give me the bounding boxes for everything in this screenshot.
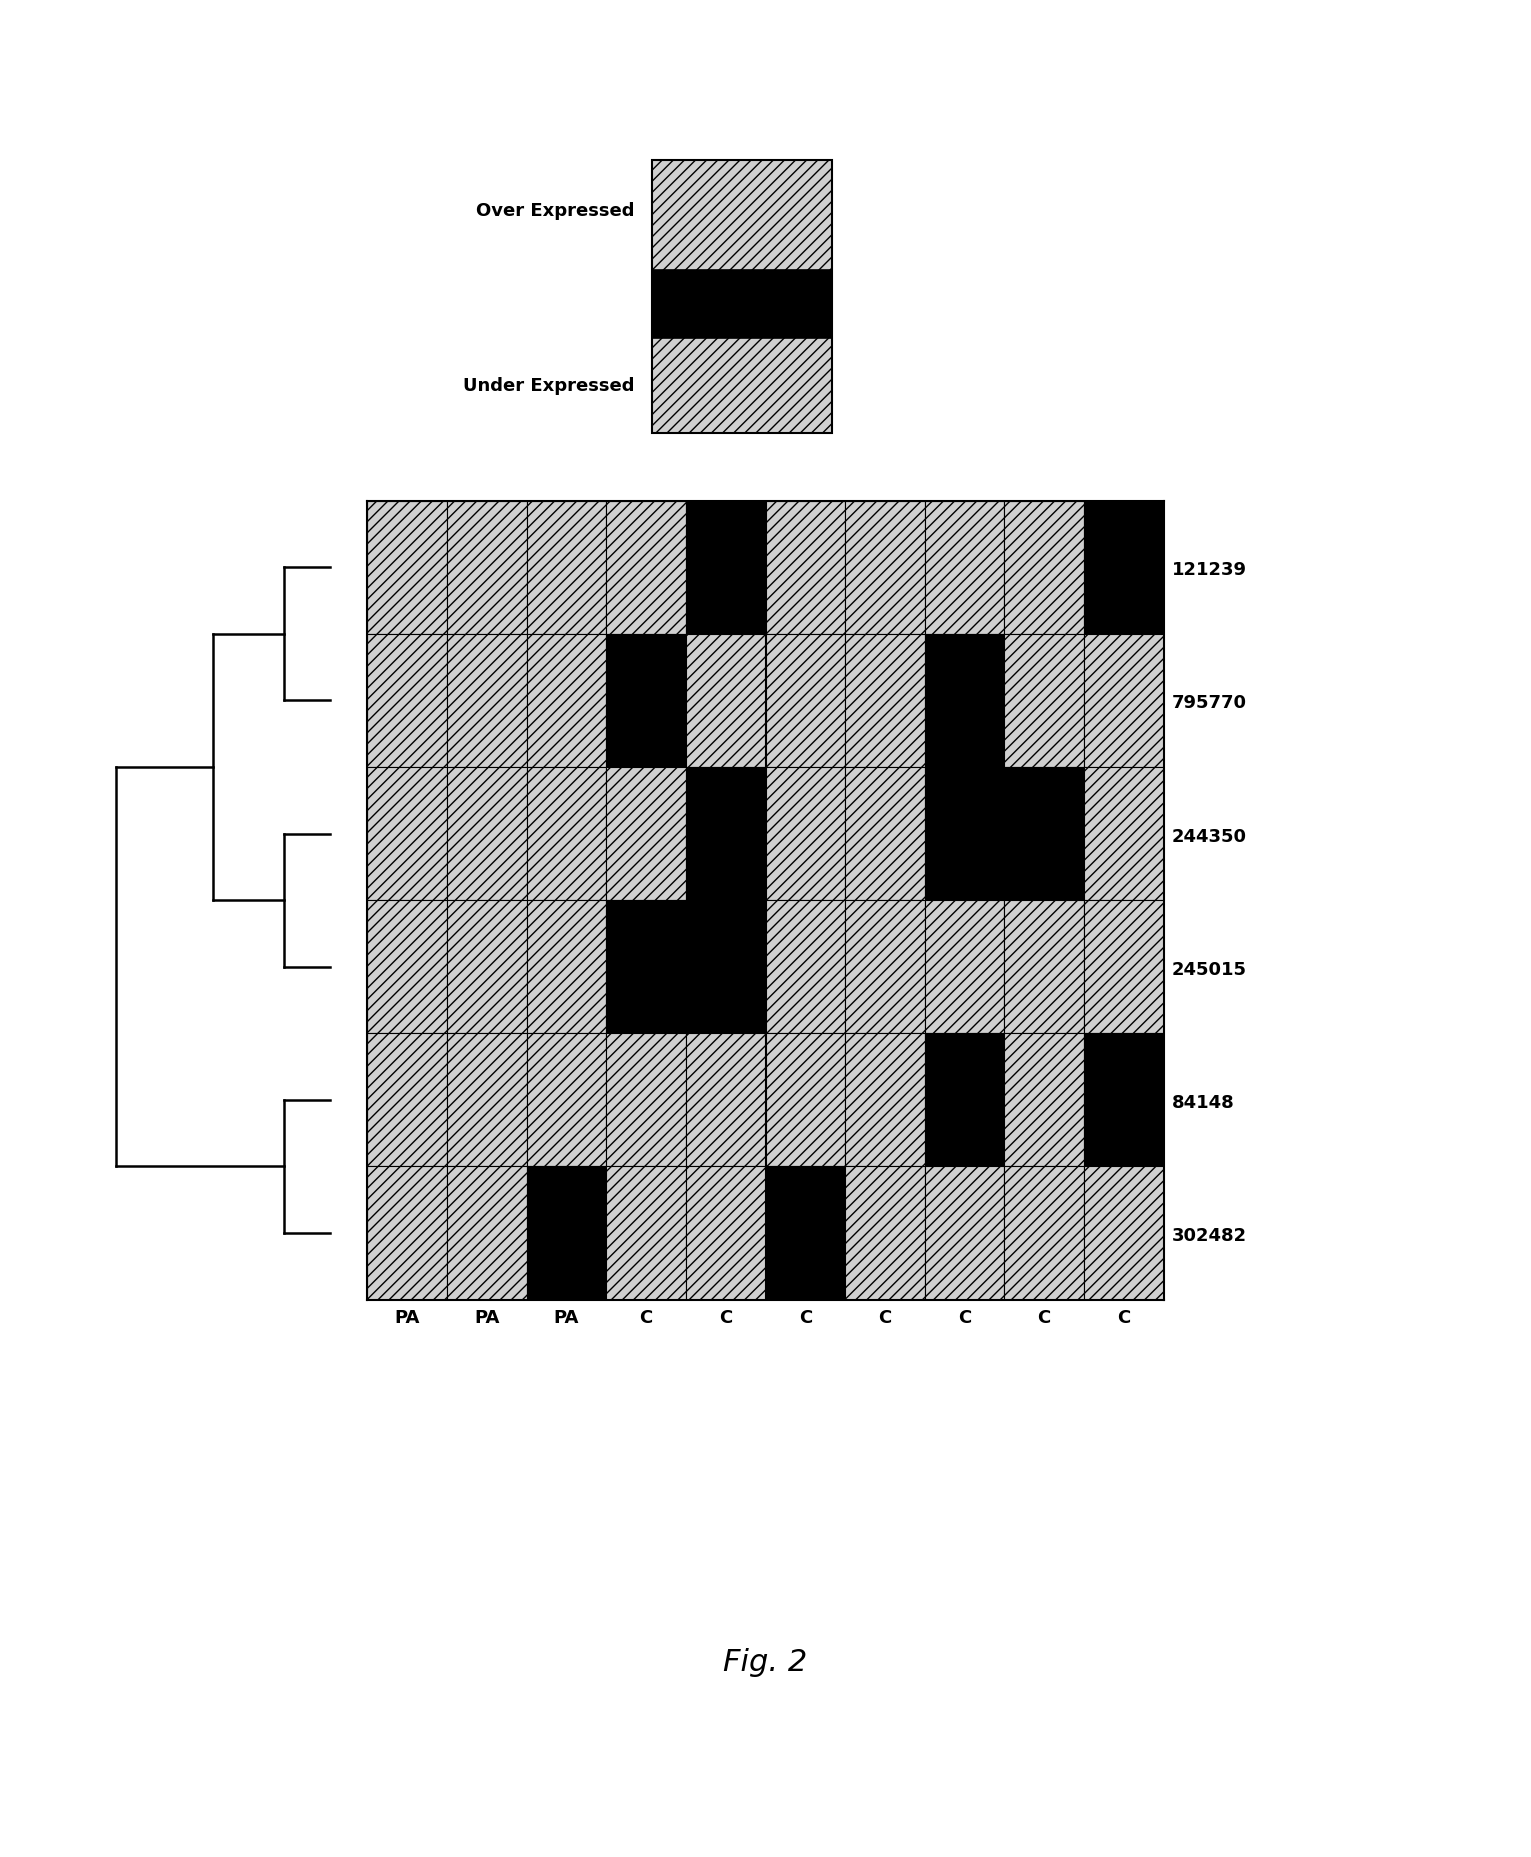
Text: Over Expressed: Over Expressed	[476, 202, 634, 219]
Bar	[766, 635, 845, 767]
Bar	[1084, 501, 1164, 635]
Bar	[925, 501, 1004, 635]
Bar	[925, 767, 1004, 901]
Bar	[925, 901, 1004, 1034]
Bar	[925, 635, 1004, 767]
Bar	[447, 1166, 527, 1300]
Bar	[1004, 901, 1084, 1034]
Bar	[652, 160, 831, 273]
Bar	[527, 1166, 606, 1300]
Bar	[686, 635, 766, 767]
Bar	[1004, 1166, 1084, 1300]
Bar	[845, 1034, 925, 1166]
Bar	[845, 1166, 925, 1300]
Bar	[1084, 767, 1164, 901]
Bar	[1084, 1166, 1164, 1300]
Bar	[925, 1166, 1004, 1300]
Bar	[1004, 635, 1084, 767]
Bar	[527, 767, 606, 901]
Bar	[1004, 767, 1084, 901]
Bar	[1004, 1034, 1084, 1166]
Bar	[447, 901, 527, 1034]
Bar	[367, 1034, 447, 1166]
Bar	[606, 1166, 686, 1300]
Bar	[606, 635, 686, 767]
Text: Fig. 2: Fig. 2	[723, 1647, 808, 1677]
Bar	[1084, 901, 1164, 1034]
Bar	[447, 501, 527, 635]
Bar	[447, 1034, 527, 1166]
Bar	[606, 901, 686, 1034]
Bar	[367, 501, 447, 635]
Bar	[367, 635, 447, 767]
Bar	[845, 635, 925, 767]
Bar	[447, 767, 527, 901]
Bar	[686, 501, 766, 635]
Bar	[686, 1166, 766, 1300]
Bar	[845, 767, 925, 901]
Bar	[652, 160, 831, 435]
Bar	[686, 901, 766, 1034]
Bar	[766, 901, 845, 1034]
Bar	[367, 901, 447, 1034]
Bar	[1004, 501, 1084, 635]
Bar	[606, 501, 686, 635]
Bar	[686, 767, 766, 901]
Bar	[766, 1166, 845, 1300]
Bar	[766, 501, 845, 635]
Bar	[652, 338, 831, 435]
Bar	[1084, 635, 1164, 767]
Bar	[367, 1166, 447, 1300]
Bar	[527, 901, 606, 1034]
Bar	[845, 901, 925, 1034]
Bar	[686, 1034, 766, 1166]
Bar	[367, 767, 447, 901]
Bar	[606, 767, 686, 901]
Bar	[766, 1034, 845, 1166]
Bar	[606, 1034, 686, 1166]
Bar	[766, 767, 845, 901]
Bar	[925, 1034, 1004, 1166]
Bar	[1084, 1034, 1164, 1166]
Text: Under Expressed: Under Expressed	[462, 377, 634, 396]
Bar	[652, 271, 831, 342]
Bar	[527, 1034, 606, 1166]
Bar	[447, 635, 527, 767]
Bar	[527, 501, 606, 635]
Bar	[845, 501, 925, 635]
Bar	[527, 635, 606, 767]
